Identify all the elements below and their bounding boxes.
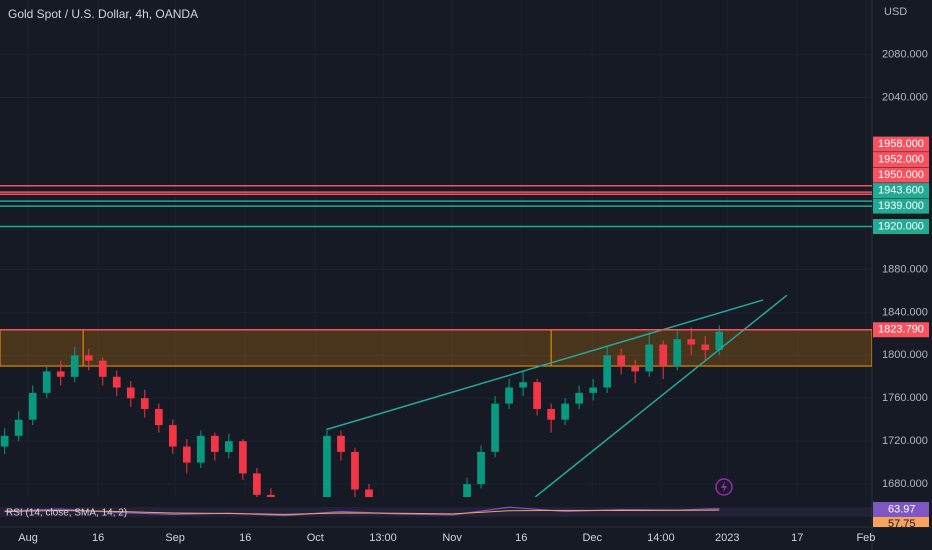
event-icon-bolt (721, 481, 727, 493)
x-tick-label: Sep (165, 532, 185, 544)
level-label-box (873, 152, 929, 168)
rsi-pane (0, 506, 872, 517)
candle-body (477, 451, 485, 485)
y-tick-label: 2040.000 (882, 92, 928, 104)
rsi-band (0, 507, 872, 517)
zone (0, 329, 872, 367)
candle-body (14, 419, 23, 436)
candle-body (533, 382, 541, 409)
x-tick-label: Aug (18, 532, 38, 544)
rsi-sma-label: 57.75 (888, 518, 916, 530)
candle-body (589, 387, 598, 393)
rsi-value-box (873, 502, 929, 517)
level-label-box (873, 136, 929, 152)
y-tick-label: 1880.000 (882, 263, 928, 275)
x-tick-label: 13:00 (369, 532, 397, 544)
candle-body (631, 366, 640, 372)
x-tick-label: 16 (515, 532, 527, 544)
y-tick-label: 1760.000 (882, 392, 928, 404)
y-tick-label: 1720.000 (882, 435, 928, 447)
candle-body (182, 446, 191, 463)
candle-body (42, 371, 51, 393)
candle-body (154, 408, 163, 426)
level-label: 1952.000 (878, 154, 924, 166)
x-tick-label: 16 (92, 532, 104, 544)
x-tick-label: 16 (239, 532, 251, 544)
candle-body (253, 473, 261, 495)
candle-body (267, 494, 275, 497)
candle-body (84, 355, 93, 361)
candle-body (603, 355, 612, 388)
level-label: 1958.000 (878, 138, 924, 150)
candle-body (715, 331, 724, 350)
level-label: 1950.000 (878, 169, 924, 181)
rsi-value-label: 63.97 (888, 503, 916, 515)
candle-body (463, 484, 471, 497)
x-tick-label: 17 (791, 532, 803, 544)
candle-body (196, 435, 205, 463)
candle-body (659, 344, 668, 367)
candle-body (28, 392, 37, 420)
x-tick-label: 2023 (715, 532, 739, 544)
x-tick-label: Dec (582, 532, 602, 544)
candle-body (365, 489, 373, 497)
candle-body (337, 435, 345, 452)
candle-body (645, 344, 654, 372)
candle-body (112, 376, 121, 388)
candle-body (561, 403, 569, 420)
candle-body (98, 360, 107, 377)
trendline (326, 299, 764, 431)
candle-body (687, 339, 696, 345)
trendline (534, 294, 788, 497)
axis-unit: USD (884, 6, 907, 18)
rsi-sma-box (873, 517, 929, 527)
x-tick-label: Nov (442, 532, 462, 544)
candle-body (547, 408, 555, 420)
candle-body (519, 382, 527, 388)
candle-body (225, 441, 233, 452)
candle-body (239, 441, 247, 474)
level-label-box (873, 183, 929, 199)
level-label: 1823.790 (878, 324, 924, 336)
y-tick-label: 1680.000 (882, 478, 928, 490)
level-label-box (873, 322, 929, 338)
level-label-box (873, 167, 929, 183)
rsi-label: RSI (14, close, SMA, 14, 2) (6, 508, 127, 519)
candle-body (351, 451, 359, 490)
x-tick-label: Feb (856, 532, 875, 544)
event-icon[interactable] (715, 478, 733, 496)
x-tick-label: Oct (307, 532, 324, 544)
rsi-sma-line (4, 509, 720, 515)
level-label-box (873, 218, 929, 234)
candle-body (673, 339, 682, 367)
candle-body (56, 371, 65, 377)
candle-body (323, 435, 331, 497)
y-tick-label: 2080.000 (882, 49, 928, 61)
candle-body (70, 355, 79, 377)
level-label: 1920.000 (878, 220, 924, 232)
candle-body (0, 435, 9, 447)
chart-title: Gold Spot / U.S. Dollar, 4h, OANDA (8, 7, 198, 21)
candle-body (126, 387, 135, 399)
y-tick-label: 1800.000 (882, 349, 928, 361)
level-label: 1939.000 (878, 200, 924, 212)
candle-body (140, 398, 149, 409)
overlay: 1680.000 1720.000 1760.000 1800.000 1840.000… (18, 49, 929, 544)
candle-body (168, 425, 177, 447)
candle-body (491, 403, 499, 452)
candle-body (505, 387, 513, 404)
level-label: 1943.600 (878, 185, 924, 197)
x-tick-label: 14:00 (647, 532, 675, 544)
level-label-box (873, 198, 929, 214)
y-tick-label: 1840.000 (882, 306, 928, 318)
price-pane (0, 0, 872, 497)
candle-body (701, 344, 710, 350)
candle-body (210, 435, 219, 452)
candle-body (617, 355, 626, 367)
candle-body (575, 392, 584, 404)
